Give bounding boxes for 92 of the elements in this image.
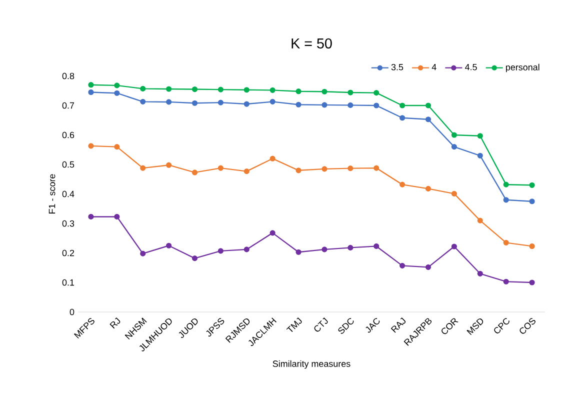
point — [244, 101, 250, 107]
point — [451, 190, 457, 196]
point — [374, 90, 380, 96]
point — [477, 270, 483, 276]
y-tick-label: 0.5 — [62, 161, 74, 168]
point — [192, 256, 198, 262]
point — [244, 87, 250, 93]
y-tick-label: 0.4 — [62, 190, 74, 198]
point — [451, 144, 457, 150]
point — [218, 100, 224, 106]
y-tick-label: 0.8 — [62, 72, 74, 80]
point — [400, 182, 406, 188]
legend-label: 4 — [432, 64, 436, 70]
point — [503, 197, 509, 203]
point — [192, 170, 198, 176]
point — [140, 165, 146, 171]
point — [477, 218, 483, 224]
point — [425, 186, 432, 192]
point — [451, 244, 457, 250]
y-tick-label: 0.7 — [62, 102, 74, 109]
point — [374, 102, 380, 108]
point — [88, 82, 94, 88]
point — [166, 162, 172, 168]
point — [425, 264, 432, 270]
point — [166, 242, 172, 248]
point — [270, 230, 276, 236]
x-tick-label: TMJ — [286, 317, 302, 332]
point — [425, 102, 432, 108]
point — [477, 133, 483, 139]
chart-title: K = 50 — [292, 38, 332, 49]
point — [192, 86, 198, 92]
point — [400, 115, 406, 121]
point — [451, 132, 457, 138]
point — [114, 214, 120, 220]
point — [400, 102, 406, 108]
point — [322, 246, 328, 252]
point — [296, 88, 302, 94]
point — [88, 214, 94, 220]
point — [114, 82, 120, 88]
point — [88, 143, 94, 149]
y-tick-label: 0.3 — [62, 220, 74, 227]
point — [503, 240, 509, 246]
point — [529, 182, 535, 188]
point — [270, 98, 276, 104]
point — [270, 87, 276, 93]
point — [374, 165, 380, 171]
point — [503, 182, 509, 188]
x-tick-label: CTJ — [314, 318, 328, 332]
legend-label: 4.5 — [465, 64, 477, 70]
point — [218, 248, 224, 254]
point — [529, 280, 535, 286]
point — [140, 98, 146, 104]
point — [140, 86, 146, 92]
y-tick-label: 0.6 — [62, 132, 74, 138]
point — [322, 102, 328, 108]
point — [296, 249, 302, 255]
point — [348, 90, 354, 96]
point — [529, 243, 535, 250]
legend-label: personal — [506, 64, 540, 72]
point — [322, 88, 328, 94]
point — [322, 166, 328, 172]
y-tick-label: 0 — [70, 308, 74, 316]
point — [296, 102, 302, 108]
point — [114, 144, 120, 150]
x-axis-title: Similarity measures — [272, 360, 350, 369]
point — [192, 100, 198, 106]
point — [348, 102, 354, 108]
point — [218, 86, 224, 92]
point — [374, 243, 380, 250]
y-tick-label: 0.2 — [62, 250, 74, 256]
point — [244, 246, 250, 252]
point — [88, 89, 94, 96]
point — [218, 165, 224, 171]
legend-label: 3.5 — [391, 64, 404, 70]
y-axis-title: F1 - score — [48, 174, 56, 214]
point — [529, 198, 535, 204]
point — [244, 168, 250, 174]
point — [400, 262, 406, 268]
point — [166, 86, 172, 92]
point — [166, 99, 172, 105]
point — [425, 116, 432, 122]
point — [114, 90, 120, 96]
x-tick-label: JAC — [366, 318, 380, 333]
point — [296, 168, 302, 174]
point — [140, 250, 146, 256]
point — [348, 244, 354, 250]
point — [503, 278, 509, 284]
point — [477, 152, 483, 158]
x-tick-label: RJ — [110, 317, 120, 329]
y-tick-label: 0.1 — [62, 279, 74, 286]
point — [348, 166, 354, 172]
point — [270, 156, 276, 162]
